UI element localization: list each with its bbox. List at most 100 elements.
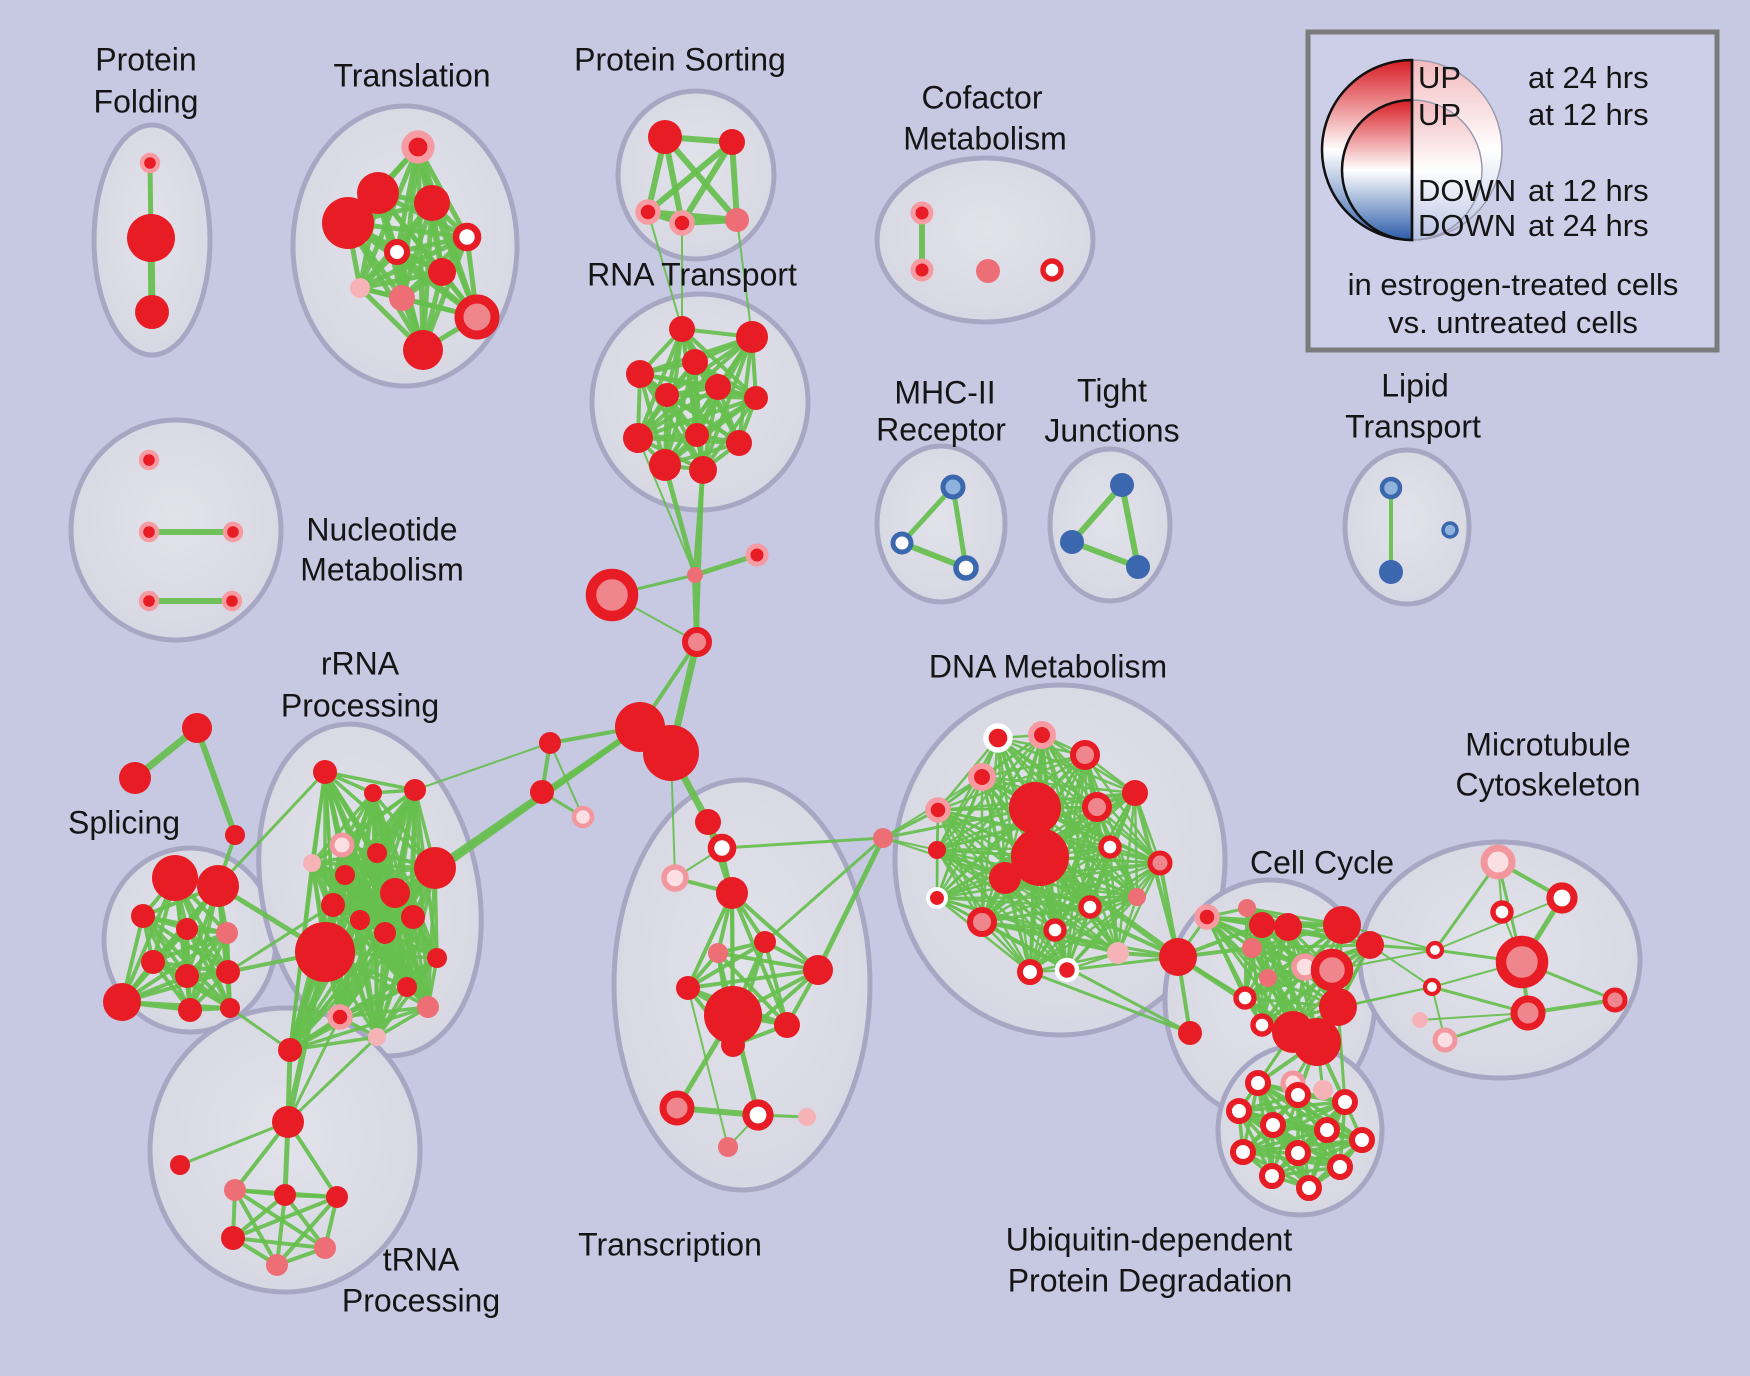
- network-node-ub4[interactable]: [1226, 1098, 1252, 1124]
- network-node-cm1[interactable]: [910, 201, 934, 225]
- network-node-tc9[interactable]: [774, 1012, 800, 1038]
- network-node-tc7[interactable]: [676, 976, 700, 1000]
- network-node-cc13[interactable]: [1319, 988, 1357, 1026]
- network-node-ub11[interactable]: [1259, 1163, 1285, 1189]
- network-node-mt1[interactable]: [1480, 844, 1516, 880]
- network-node-dm14[interactable]: [1128, 888, 1146, 906]
- network-node-tn3[interactable]: [224, 1179, 246, 1201]
- network-node-dm2[interactable]: [1027, 720, 1057, 750]
- network-node-sp4[interactable]: [152, 855, 198, 901]
- network-node-nm4[interactable]: [138, 590, 160, 612]
- network-node-rr14[interactable]: [397, 977, 417, 997]
- network-node-ch2[interactable]: [687, 567, 703, 583]
- network-node-rt11[interactable]: [649, 449, 681, 481]
- network-node-tc6[interactable]: [708, 943, 728, 963]
- network-node-rt7[interactable]: [744, 386, 768, 410]
- network-node-rr12[interactable]: [374, 922, 396, 944]
- network-node-rt8[interactable]: [685, 423, 709, 447]
- network-node-hb2[interactable]: [643, 725, 699, 781]
- network-node-tl11[interactable]: [403, 330, 443, 370]
- network-node-tc13[interactable]: [798, 1108, 816, 1126]
- network-node-dm1[interactable]: [983, 723, 1013, 753]
- network-node-dm13[interactable]: [967, 907, 997, 937]
- network-node-dmh1[interactable]: [1009, 782, 1061, 834]
- network-node-mt3[interactable]: [1490, 900, 1514, 924]
- network-node-cc9[interactable]: [1310, 948, 1354, 992]
- network-node-cc12[interactable]: [1250, 1013, 1274, 1037]
- network-node-rr4[interactable]: [329, 832, 355, 858]
- network-node-dm8[interactable]: [1122, 780, 1148, 806]
- network-node-rt5[interactable]: [705, 374, 731, 400]
- network-node-sp14[interactable]: [220, 998, 240, 1018]
- network-node-mh3[interactable]: [953, 555, 979, 581]
- network-node-rr9[interactable]: [414, 847, 456, 889]
- network-node-nm2[interactable]: [138, 521, 160, 543]
- network-node-ch1[interactable]: [745, 543, 769, 567]
- network-node-ps1[interactable]: [648, 120, 682, 154]
- network-node-rr3[interactable]: [404, 779, 426, 801]
- network-node-sp11[interactable]: [216, 960, 240, 984]
- network-node-lt1[interactable]: [1379, 476, 1403, 500]
- network-node-tc4[interactable]: [716, 877, 748, 909]
- network-node-tj2[interactable]: [1060, 530, 1084, 554]
- network-node-ch5[interactable]: [539, 732, 561, 754]
- network-node-tn8[interactable]: [266, 1254, 288, 1276]
- network-node-rr16[interactable]: [427, 948, 447, 968]
- network-node-dm10[interactable]: [1098, 835, 1122, 859]
- network-node-cm2[interactable]: [910, 258, 934, 282]
- network-node-tc14[interactable]: [718, 1137, 738, 1157]
- network-node-pf2[interactable]: [127, 214, 175, 262]
- network-node-rr7[interactable]: [367, 843, 387, 863]
- network-node-dm17[interactable]: [1017, 959, 1043, 985]
- network-node-ccb2[interactable]: [1293, 1018, 1341, 1066]
- network-node-dm7[interactable]: [989, 862, 1021, 894]
- network-node-tn1[interactable]: [272, 1106, 304, 1138]
- network-node-pf1[interactable]: [139, 152, 161, 174]
- network-node-tn6[interactable]: [221, 1226, 245, 1250]
- network-node-tl7[interactable]: [428, 258, 456, 286]
- network-node-cc1[interactable]: [1194, 904, 1220, 930]
- network-node-rr15[interactable]: [417, 996, 439, 1018]
- network-node-ub1[interactable]: [1245, 1070, 1271, 1096]
- network-node-tj3[interactable]: [1126, 555, 1150, 579]
- network-node-rr19[interactable]: [278, 1038, 302, 1062]
- network-node-ub12[interactable]: [1296, 1175, 1322, 1201]
- network-node-dm9[interactable]: [1082, 792, 1112, 822]
- network-node-sp9[interactable]: [141, 950, 165, 974]
- network-node-rr17[interactable]: [327, 1004, 353, 1030]
- network-node-sp10[interactable]: [175, 964, 199, 988]
- network-node-tl10[interactable]: [454, 294, 500, 340]
- network-node-cc16[interactable]: [1313, 1080, 1333, 1100]
- network-node-sp13[interactable]: [178, 998, 202, 1022]
- network-node-rr10[interactable]: [321, 893, 345, 917]
- network-node-ch4[interactable]: [682, 627, 712, 657]
- network-node-mtc1[interactable]: [1425, 940, 1445, 960]
- network-node-tl8[interactable]: [350, 278, 370, 298]
- network-node-mt4[interactable]: [1495, 935, 1549, 989]
- network-node-rr6[interactable]: [335, 865, 355, 885]
- network-node-rr5[interactable]: [303, 854, 321, 872]
- network-node-cm4[interactable]: [1040, 258, 1064, 282]
- network-node-tl6[interactable]: [384, 239, 410, 265]
- network-node-cc4[interactable]: [1274, 913, 1302, 941]
- network-node-cc10[interactable]: [1259, 969, 1277, 987]
- network-node-tl5[interactable]: [452, 222, 482, 252]
- network-node-dm11[interactable]: [1147, 850, 1173, 876]
- network-node-tn2[interactable]: [170, 1155, 190, 1175]
- network-node-tc11[interactable]: [659, 1090, 695, 1126]
- network-node-mt2[interactable]: [1546, 882, 1578, 914]
- network-node-cm3[interactable]: [976, 259, 1000, 283]
- network-node-mh1[interactable]: [940, 474, 966, 500]
- network-node-ub6[interactable]: [1314, 1117, 1340, 1143]
- network-node-sp2[interactable]: [119, 762, 151, 794]
- network-node-cc11[interactable]: [1233, 986, 1257, 1010]
- network-node-dm3[interactable]: [1070, 740, 1100, 770]
- network-node-rt3[interactable]: [682, 349, 708, 375]
- network-node-rr2[interactable]: [364, 784, 382, 802]
- network-node-pf3[interactable]: [135, 295, 169, 329]
- network-node-dmh2[interactable]: [1011, 828, 1069, 886]
- network-node-rrh[interactable]: [295, 922, 355, 982]
- network-node-dm5[interactable]: [925, 797, 951, 823]
- network-node-tn4[interactable]: [274, 1184, 296, 1206]
- network-node-tl9[interactable]: [389, 285, 415, 311]
